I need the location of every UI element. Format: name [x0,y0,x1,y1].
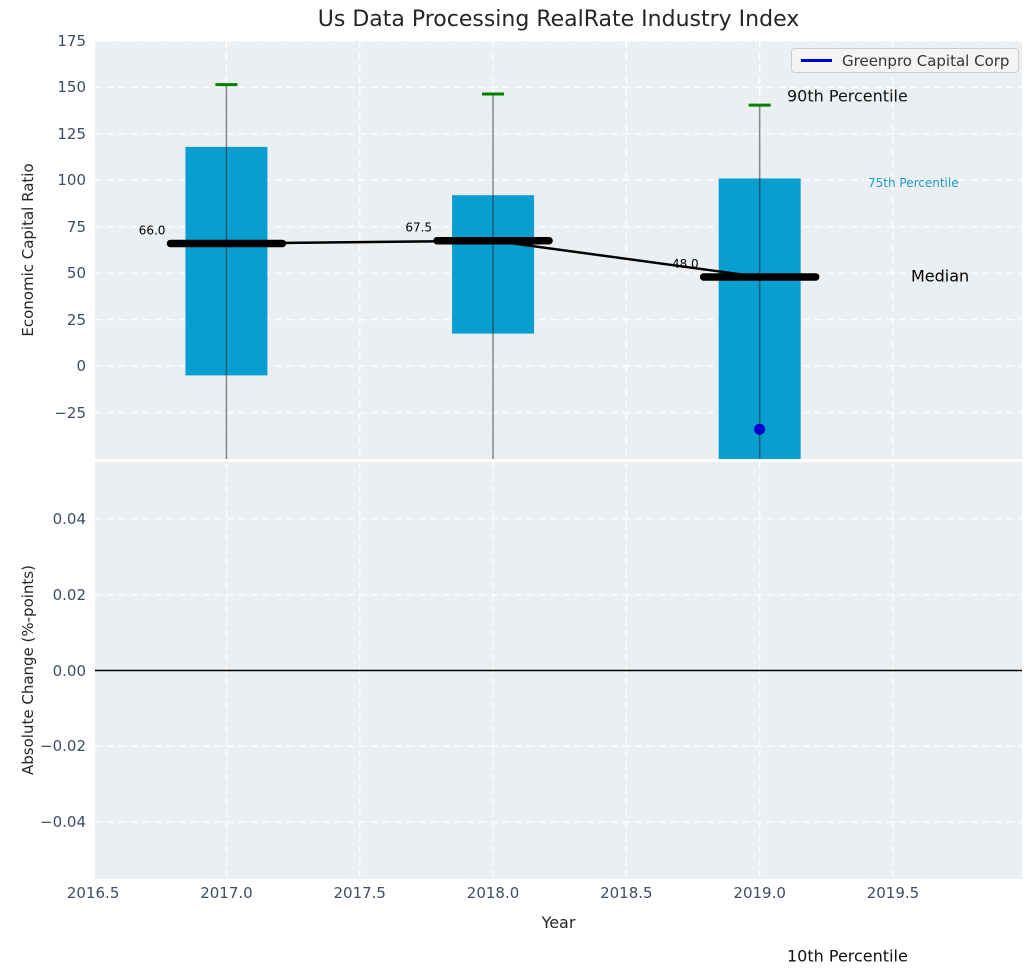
top-axes-group: 66.0 67.548.0 [95,41,1022,459]
top-y-tick-label: −25 [54,403,86,422]
legend-entry-label: Greenpro Capital Corp [842,51,1010,70]
top-y-tick-label: 125 [57,124,86,143]
x-tick-label: 2018.0 [466,884,520,902]
legend-box: Greenpro Capital Corp [791,48,1019,73]
top-y-tick-label: 100 [57,171,86,190]
x-tick-label: 2017.0 [200,884,253,902]
top-y-tick-label: 175 [57,32,86,50]
x-tick-label: 2016.5 [66,884,120,902]
x-tick-label: 2017.5 [333,884,386,902]
x-tick-label: 2018.5 [600,884,653,902]
median-label: Median [911,266,970,286]
10th-percentile-label: 10th Percentile [787,946,908,966]
90th-percentile-label: 90th Percentile [787,86,908,106]
top-y-tick-label: 75 [66,217,86,236]
median-value-label: 67.5 [405,221,432,235]
bottom-y-tick-label: −0.04 [40,813,86,832]
bottom-y-tick-label: 0.04 [52,509,86,528]
top-y-tick-label: 50 [66,264,86,283]
bottom-y-tick-label: 0.02 [52,585,86,604]
chart-title: Us Data Processing RealRate Industry Ind… [317,7,800,32]
75th-percentile-label: 75th Percentile [868,176,959,190]
bottom-y-tick-label: −0.02 [40,737,86,756]
bottom-axes-group [95,462,1022,879]
company-data-point [754,423,766,435]
bottom-y-tick-label: 0.00 [52,661,86,680]
top-y-tick-label: 0 [76,357,86,376]
legend-line-swatch-icon [801,59,832,62]
top-y-tick-label: 25 [66,310,86,329]
bottom-y-axis-label: Absolute Change (%-points) [19,565,37,775]
top-y-tick-label: 150 [57,78,86,97]
top-y-axis-label: Economic Capital Ratio [19,163,37,337]
median-value-label: 66.0 [139,223,166,237]
x-tick-label: 2019.0 [733,884,786,902]
x-tick-label: 2019.5 [866,884,920,902]
x-axis-label: Year [541,913,576,932]
